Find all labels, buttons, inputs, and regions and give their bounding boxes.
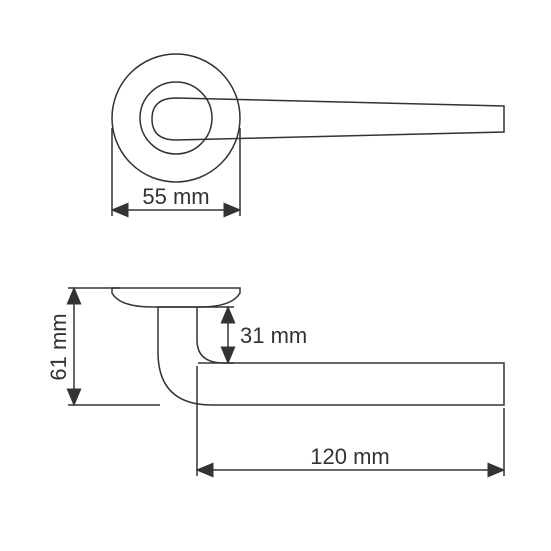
lever-top — [152, 98, 504, 140]
dim-rose-diameter: 55 mm — [112, 128, 240, 216]
dim-label-length: 120 mm — [310, 444, 389, 469]
rose-inner — [140, 82, 212, 154]
lever-side — [158, 307, 504, 405]
top-view — [112, 54, 504, 182]
technical-drawing: 55 mm 61 mm 31 mm 120 mm — [0, 0, 551, 551]
rose-outer — [112, 54, 240, 182]
side-view — [112, 288, 504, 405]
rose-side — [112, 288, 240, 307]
dim-lever-drop: 31 mm — [198, 307, 307, 363]
dim-lever-length: 120 mm — [197, 366, 504, 476]
dim-label-drop: 31 mm — [240, 323, 307, 348]
dim-label-height: 61 mm — [46, 313, 71, 380]
dim-label-rose: 55 mm — [142, 184, 209, 209]
dim-overall-height: 61 mm — [46, 288, 160, 405]
